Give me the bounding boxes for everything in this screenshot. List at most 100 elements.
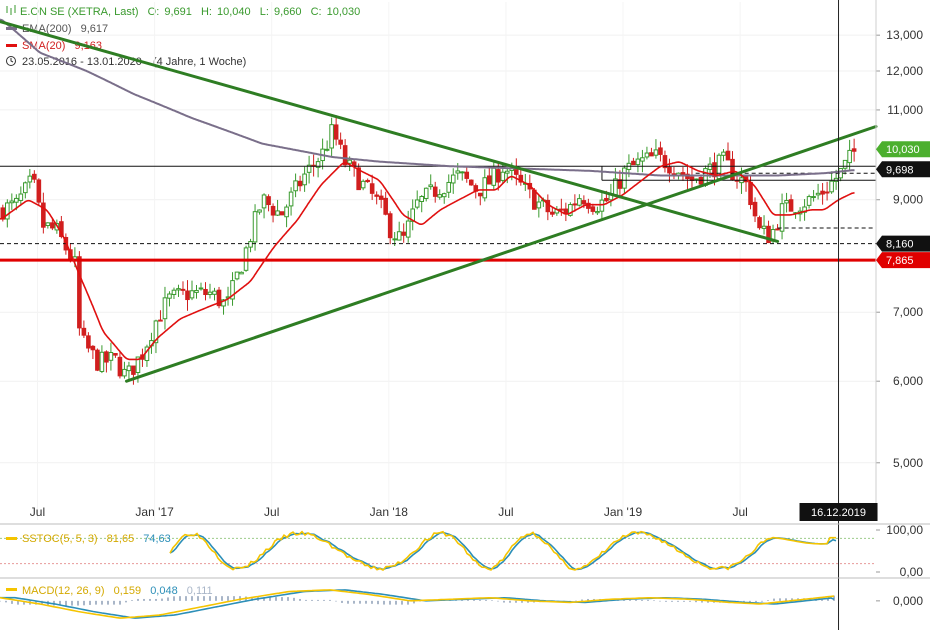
badge-close-label: 10,030: [886, 144, 920, 156]
macd-legend-swatch: [6, 588, 17, 591]
candle-body-178: [802, 206, 807, 213]
price-tick-label-3: 9,000: [893, 193, 923, 207]
macd-histogram-bar-72: [215, 596, 217, 601]
candle-body-41: [185, 290, 190, 301]
candle-body-188: [847, 149, 852, 164]
cursor-date-label: 16.12.2019: [811, 507, 866, 519]
macd-histogram-bar-236: [707, 600, 709, 603]
candle-body-42: [189, 290, 195, 299]
candle-body-57: [257, 209, 262, 213]
candle-body-79: [356, 167, 361, 191]
macd-histogram-bar-162: [485, 599, 487, 601]
candle-body-91: [410, 208, 416, 222]
stochastic-panel: 100,00 0,00 SSTOC(5, 5, 3) 81,65 74,63: [0, 523, 930, 579]
candle-body-169: [761, 225, 767, 229]
macd-histogram-bar-126: [377, 600, 379, 605]
candle-body-155: [698, 176, 704, 185]
price-axis: 13,000 12,000 11,000 9,000 7,000 6,000 5,000: [876, 28, 923, 470]
legend: E.ON SE (XETRA, Last) O: 9,691 H: 10,040…: [6, 5, 360, 68]
candle-body-11: [50, 222, 55, 229]
macd-legend-histogram: 0,111: [187, 585, 213, 597]
candle-body-52: [234, 271, 240, 280]
candle-body-55: [248, 241, 253, 248]
candle-body-96: [432, 186, 438, 197]
legend-h-value: 10,040: [217, 6, 251, 18]
macd-histogram-bar-6: [17, 600, 19, 605]
svg-text:23.05.2016 - 13.01.2020: 23.05.2016 - 13.01.2020 (4 Jahre, 1 Woch…: [22, 56, 246, 68]
candle-body-17: [77, 256, 82, 329]
macd-legend-signal: 0,048: [150, 585, 178, 597]
candle-body-93: [419, 195, 425, 203]
legend-c-label: C:: [311, 6, 322, 18]
candle-body-63: [284, 206, 289, 218]
candle-body-47: [212, 290, 217, 295]
stochastic-legend-k: 81,65: [107, 533, 135, 545]
macd-histogram-bar-48: [143, 598, 145, 601]
candle-body-174: [784, 199, 789, 204]
svg-text:EMA(200) 9,617: EMA(200) 9,617: [22, 23, 108, 35]
candle-body-1: [5, 202, 10, 220]
macd-histogram-bar-66: [197, 596, 199, 601]
legend-sma-label: SMA(20): [22, 40, 65, 52]
macd-histogram-bar-24: [71, 600, 73, 606]
macd-histogram-bar-116: [347, 600, 349, 604]
candle-body-97: [437, 194, 443, 198]
candle-body-118: [532, 189, 537, 210]
macd-histogram-bar-208: [623, 599, 625, 601]
candle-body-56: [252, 211, 258, 243]
candle-body-83: [374, 194, 379, 197]
macd-histogram-bar-128: [383, 600, 385, 605]
trendlines: [0, 20, 878, 383]
macd-histogram-bar-60: [179, 596, 181, 601]
candle-body-66: [297, 180, 303, 187]
candle-body-166: [748, 181, 753, 206]
candle-body-7: [32, 173, 37, 180]
candle-body-173: [779, 203, 785, 232]
legend-main-name: E.ON SE (XETRA, Last): [20, 6, 139, 18]
candle-body-182: [820, 190, 825, 195]
candle-body-77: [347, 159, 352, 164]
candle-body-85: [383, 197, 388, 215]
macd-histogram-bar-118: [353, 600, 355, 604]
macd-histogram-bar-278: [833, 595, 835, 601]
macd-histogram-bar-28: [83, 600, 85, 606]
candle-body-20: [90, 345, 96, 351]
candle-body-35: [158, 319, 163, 322]
candle-body-115: [518, 174, 524, 183]
macd-histogram-bar-110: [329, 599, 331, 601]
macd-histogram-bar-78: [233, 596, 235, 601]
macd-histogram-bar-98: [293, 597, 295, 601]
macd-histogram-bar-218: [653, 600, 655, 602]
candle-body-129: [581, 200, 587, 205]
candle-body-181: [815, 192, 821, 196]
legend-h-label: H:: [201, 6, 212, 18]
macd-legend-value: 0,159: [114, 585, 142, 597]
candle-body-65: [293, 180, 298, 192]
candle-body-88: [396, 231, 402, 241]
candle-body-122: [550, 211, 555, 215]
candle-body-2: [9, 200, 15, 204]
macd-line: [0, 589, 835, 619]
macd-histogram-bar-234: [701, 600, 703, 603]
stochastic-legend-label: SSTOC(5, 5, 3): [22, 533, 98, 545]
macd-histogram-bar-96: [287, 597, 289, 601]
candle-body-73: [329, 124, 334, 149]
macd-histogram-bar-130: [389, 600, 391, 605]
macd-histogram-bar-120: [359, 600, 361, 604]
macd-histogram-bar-44: [131, 600, 133, 601]
macd-histogram-bar-248: [743, 600, 745, 603]
candle-body-143: [644, 152, 650, 158]
candle-body-147: [662, 155, 668, 169]
macd-histogram-bar-222: [665, 600, 667, 602]
macd-histogram-bar-4: [11, 600, 13, 604]
macd-histogram-bar-22: [65, 600, 67, 606]
candle-body-68: [306, 164, 312, 173]
candle-body-187: [842, 159, 848, 169]
macd-histogram-bar-252: [755, 600, 757, 603]
candle-body-184: [829, 180, 834, 193]
candle-body-51: [230, 280, 235, 300]
candle-body-24: [108, 352, 114, 361]
price-tick-label-4: 7,000: [893, 305, 923, 319]
candle-body-107: [482, 177, 488, 199]
